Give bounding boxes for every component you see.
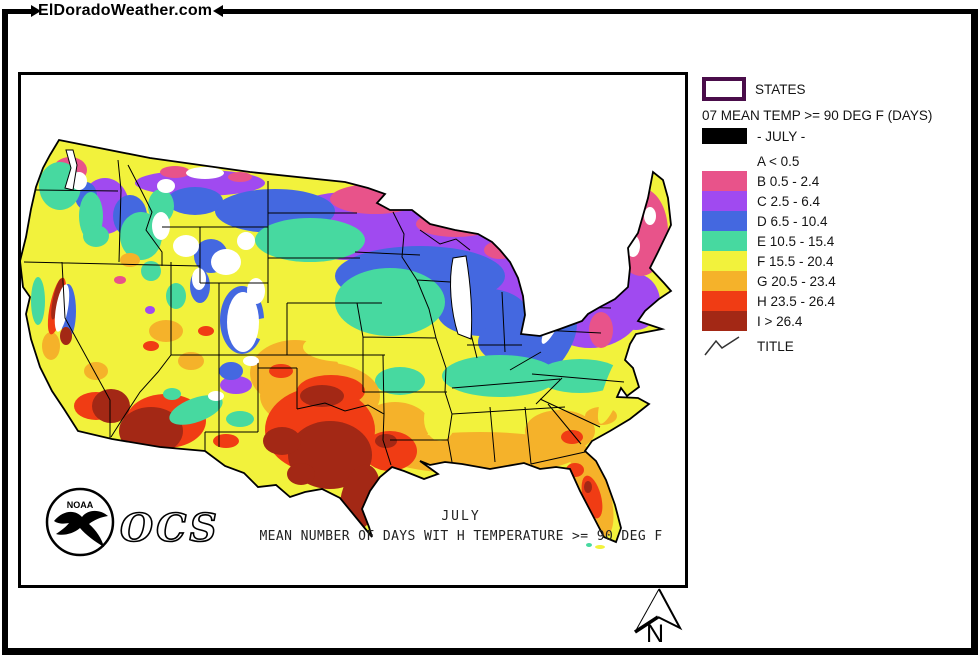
ocs-label: OCS [119, 504, 220, 551]
legend-class-row: B 0.5 - 2.4 [702, 171, 974, 191]
site-title-link[interactable]: ElDoradoWeather.com [38, 2, 213, 19]
states-label: STATES [755, 81, 806, 97]
legend: STATES 07 MEAN TEMP >= 90 DEG F (DAYS) -… [702, 76, 974, 359]
map-caption: JULY MEAN NUMBER OF DAYS WIT H TEMPERATU… [141, 507, 781, 547]
legend-class-label: H 23.5 - 26.4 [757, 293, 836, 309]
noaa-logo: NOAA [45, 487, 115, 557]
legend-title-item-row: TITLE [702, 333, 974, 359]
legend-class-label: G 20.5 - 23.4 [757, 273, 836, 289]
legend-class-row: E 10.5 - 15.4 [702, 231, 974, 251]
north-label: N [646, 620, 665, 648]
lakes [64, 149, 605, 549]
header-rule-right-arrow-icon [213, 5, 223, 17]
north-arrow-icon [634, 588, 683, 634]
us-temperature-map [19, 139, 672, 549]
legend-class-label: C 2.5 - 6.4 [757, 193, 821, 209]
legend-class-label: I > 26.4 [757, 313, 803, 329]
legend-class-row: C 2.5 - 6.4 [702, 191, 974, 211]
legend-class-swatch [702, 271, 747, 291]
noaa-bird-icon [54, 510, 108, 547]
legend-class-swatch [702, 211, 747, 231]
page-border-right [971, 9, 978, 655]
legend-class-label: E 10.5 - 15.4 [757, 233, 835, 249]
header-rule-right [223, 9, 971, 14]
state-borders [23, 159, 625, 466]
legend-class-row: F 15.5 - 20.4 [702, 251, 974, 271]
legend-class-swatch [702, 251, 747, 271]
legend-class-row: A < 0.5 [702, 151, 974, 171]
legend-states-row: STATES [702, 76, 974, 102]
title-line-icon [704, 336, 740, 356]
header-rule-left-arrow-icon [31, 5, 41, 17]
legend-class-label: D 6.5 - 10.4 [757, 213, 828, 229]
noaa-logo-text: NOAA [67, 500, 94, 510]
legend-class-label: B 0.5 - 2.4 [757, 173, 820, 189]
legend-period-row: - JULY - [702, 127, 974, 145]
legend-class-swatch [702, 231, 747, 251]
legend-class-row: G 20.5 - 23.4 [702, 271, 974, 291]
july-swatch [702, 128, 747, 144]
title-item-label: TITLE [757, 338, 794, 354]
legend-class-label: F 15.5 - 20.4 [757, 253, 834, 269]
legend-title: 07 MEAN TEMP >= 90 DEG F (DAYS) [702, 108, 933, 123]
legend-class-row: D 6.5 - 10.4 [702, 211, 974, 231]
legend-class-swatch [702, 311, 747, 331]
legend-class-row: I > 26.4 [702, 311, 974, 331]
page-border-bottom [2, 648, 978, 655]
legend-class-swatch [702, 291, 747, 311]
legend-classes: A < 0.5 B 0.5 - 2.4 C 2.5 - 6.4 D 6.5 - … [702, 151, 974, 331]
legend-class-swatch [702, 151, 747, 171]
legend-class-label: A < 0.5 [757, 153, 800, 169]
header-rule-left [2, 9, 31, 14]
legend-class-row: H 23.5 - 26.4 [702, 291, 974, 311]
legend-class-swatch [702, 171, 747, 191]
states-symbol-box [702, 77, 746, 101]
map-panel: NOAA OCS JULY MEAN NUMBER OF DAYS WIT H … [18, 72, 688, 588]
period-label: - JULY - [757, 128, 806, 144]
page-border-left [2, 9, 8, 655]
legend-class-swatch [702, 191, 747, 211]
map-caption-title: MEAN NUMBER OF DAYS WIT H TEMPERATURE >=… [259, 529, 663, 544]
map-caption-month: JULY [441, 509, 481, 524]
